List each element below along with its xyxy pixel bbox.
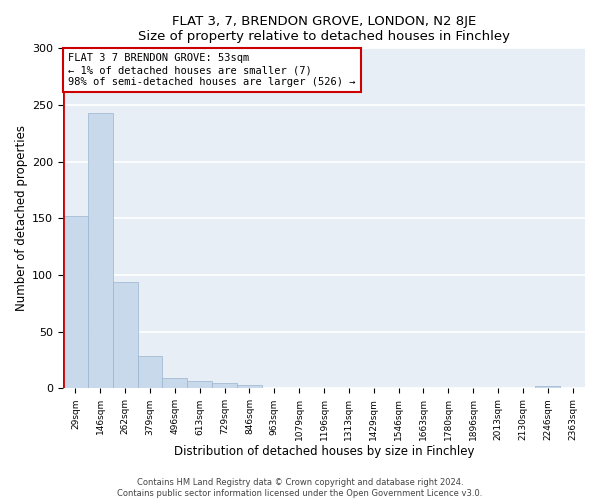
Text: Contains HM Land Registry data © Crown copyright and database right 2024.
Contai: Contains HM Land Registry data © Crown c… bbox=[118, 478, 482, 498]
Bar bbox=[212, 383, 237, 388]
Bar bbox=[63, 216, 88, 388]
Bar bbox=[88, 113, 113, 388]
Bar bbox=[535, 386, 560, 388]
Bar bbox=[187, 380, 212, 388]
Bar bbox=[137, 356, 163, 388]
Y-axis label: Number of detached properties: Number of detached properties bbox=[15, 126, 28, 312]
Text: FLAT 3 7 BRENDON GROVE: 53sqm
← 1% of detached houses are smaller (7)
98% of sem: FLAT 3 7 BRENDON GROVE: 53sqm ← 1% of de… bbox=[68, 54, 356, 86]
Bar bbox=[163, 378, 187, 388]
Bar bbox=[237, 385, 262, 388]
Title: FLAT 3, 7, BRENDON GROVE, LONDON, N2 8JE
Size of property relative to detached h: FLAT 3, 7, BRENDON GROVE, LONDON, N2 8JE… bbox=[138, 15, 510, 43]
Bar bbox=[113, 282, 137, 389]
X-axis label: Distribution of detached houses by size in Finchley: Distribution of detached houses by size … bbox=[174, 444, 474, 458]
